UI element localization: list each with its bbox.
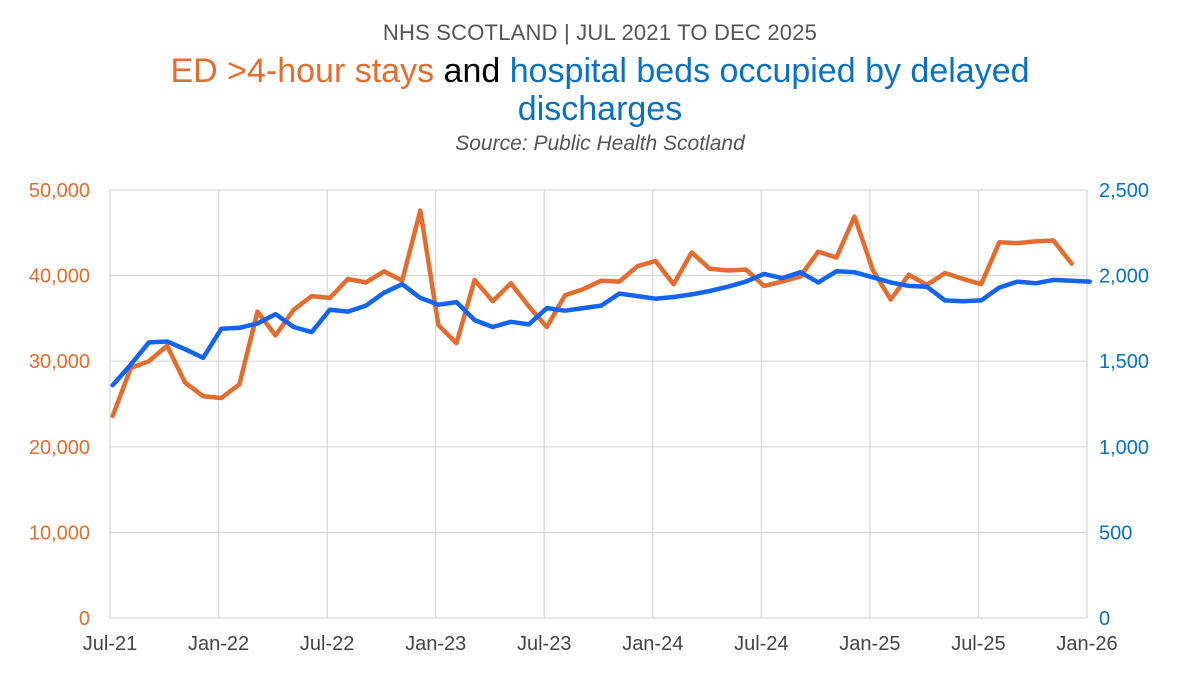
- y-left-tick-label: 40,000: [29, 266, 90, 288]
- x-tick-label: Jul-22: [300, 633, 354, 655]
- chart-supertitle: NHS SCOTLAND | JUL 2021 TO DEC 2025: [382, 20, 818, 45]
- x-tick-label: Jan-24: [622, 633, 683, 655]
- title-ed-part: ED >4-hour stays: [170, 52, 435, 90]
- delayed-discharge-beds-line: [110, 269, 1092, 388]
- y-right-tick-label: 2,000: [1099, 266, 1149, 288]
- y-right-tick-label: 500: [1099, 522, 1132, 544]
- x-tick-label: Jan-26: [1056, 633, 1117, 655]
- y-left-tick-label: 20,000: [29, 437, 90, 459]
- gridlines: [109, 189, 1088, 619]
- title-and-part: and: [434, 52, 510, 90]
- y-left-tick-label: 0: [79, 608, 90, 630]
- chart-header: NHS SCOTLAND | JUL 2021 TO DEC 2025 ED >…: [0, 0, 1200, 156]
- y-left-tick-label: 50,000: [29, 180, 90, 202]
- y-left-tick-label: 30,000: [29, 351, 90, 373]
- y-right-tick-label: 2,500: [1099, 180, 1149, 202]
- y-right-tick-label: 0: [1099, 608, 1110, 630]
- x-tick-label: Jan-25: [839, 633, 900, 655]
- series-lines: [110, 208, 1092, 419]
- ed-4hour-stays-line: [110, 208, 1074, 419]
- y-left-tick-label: 10,000: [29, 522, 90, 544]
- x-tick-label: Jul-23: [517, 633, 571, 655]
- chart-source: Source: Public Health Scotland: [455, 132, 745, 155]
- y-axis-left: 0 10,000 20,000 30,000 40,000 50,000: [29, 180, 90, 630]
- x-tick-label: Jul-25: [951, 633, 1005, 655]
- title-delayed-part: hospital beds occupied by delayed discha…: [509, 52, 1030, 128]
- x-tick-label: Jul-24: [734, 633, 788, 655]
- y-right-tick-label: 1,500: [1099, 351, 1149, 373]
- y-right-tick-label: 1,000: [1099, 437, 1149, 459]
- chart-title: ED >4-hour stays and hospital beds occup…: [120, 52, 1080, 128]
- x-axis: Jul-21 Jan-22 Jul-22 Jan-23 Jul-23 Jan-24 Jul-…: [83, 633, 1118, 655]
- y-axis-right: 0 500 1,000 1,500 2,000 2,500: [1099, 180, 1149, 630]
- x-tick-label: Jul-21: [83, 633, 137, 655]
- x-tick-label: Jan-23: [405, 633, 466, 655]
- x-tick-label: Jan-22: [188, 633, 249, 655]
